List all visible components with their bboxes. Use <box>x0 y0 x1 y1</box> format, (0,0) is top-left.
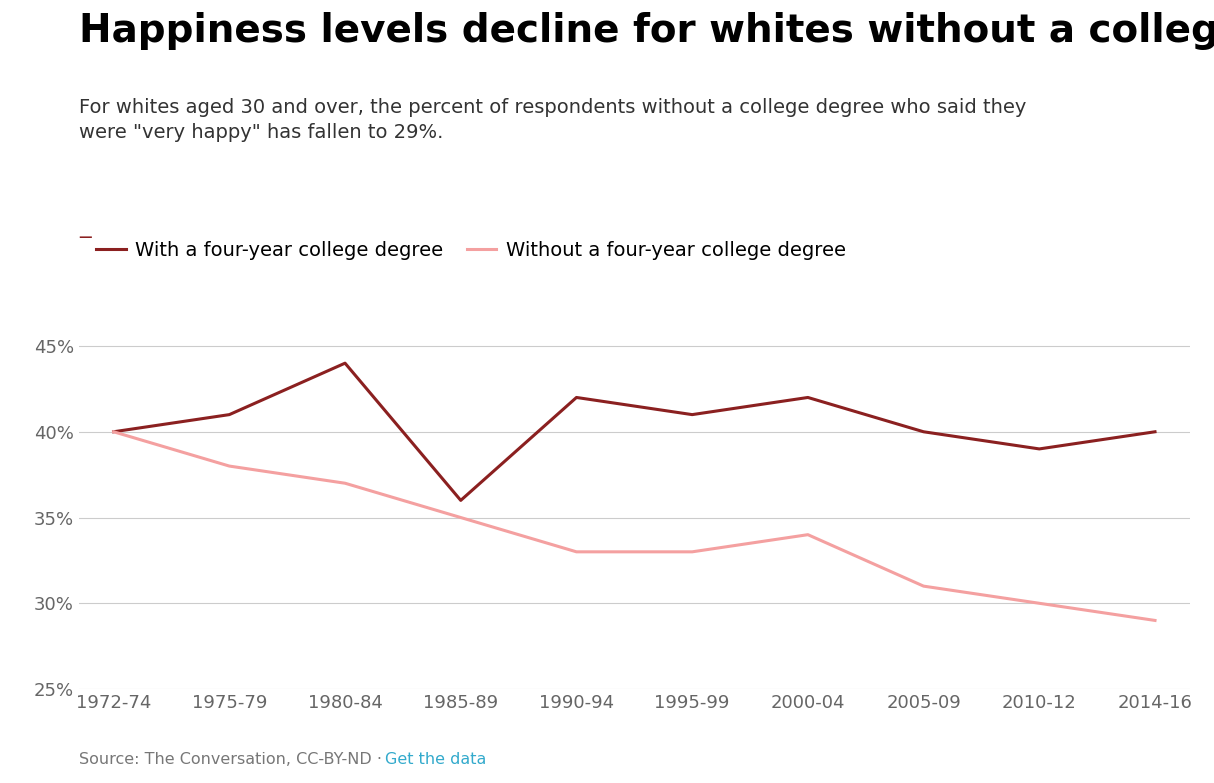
Legend: With a four-year college degree, Without a four-year college degree: With a four-year college degree, Without… <box>89 233 853 268</box>
Text: ─: ─ <box>79 229 91 248</box>
Text: Get the data: Get the data <box>385 752 487 767</box>
Text: Source: The Conversation, CC-BY-ND ·: Source: The Conversation, CC-BY-ND · <box>79 752 387 767</box>
Text: For whites aged 30 and over, the percent of respondents without a college degree: For whites aged 30 and over, the percent… <box>79 98 1026 142</box>
Text: Happiness levels decline for whites without a college degree: Happiness levels decline for whites with… <box>79 12 1214 50</box>
